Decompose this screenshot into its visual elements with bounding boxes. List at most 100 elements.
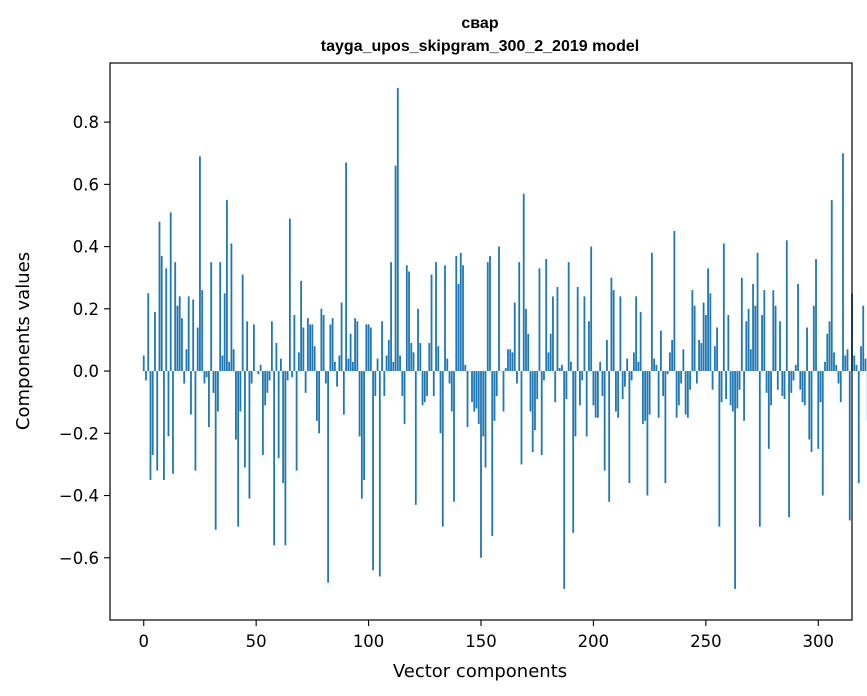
bar — [531, 371, 534, 452]
bar — [286, 371, 289, 381]
bar — [401, 371, 404, 396]
bar — [534, 371, 536, 431]
bar — [363, 371, 365, 480]
bar — [448, 371, 451, 384]
bar — [824, 361, 826, 372]
bar — [615, 371, 617, 412]
bar — [745, 321, 748, 372]
bar — [302, 327, 305, 372]
chart-title: свар — [461, 15, 498, 32]
bar — [839, 371, 842, 403]
bar — [475, 371, 478, 409]
bar — [383, 371, 386, 396]
x-tick-label: 200 — [578, 632, 610, 651]
bar — [608, 371, 611, 502]
bar — [291, 371, 294, 378]
bar — [738, 371, 741, 390]
bar — [385, 355, 388, 372]
bar — [450, 371, 453, 412]
bar — [833, 352, 835, 372]
bar — [556, 287, 559, 372]
y-tick-label: −0.6 — [59, 549, 99, 568]
y-tick-label: 0.4 — [73, 238, 99, 257]
bar — [410, 343, 413, 372]
y-tick-label: 0.2 — [73, 300, 99, 319]
bar — [693, 305, 696, 372]
x-axis-ticks: 0 50 100 150 200 250 300 — [138, 620, 834, 651]
bar — [354, 318, 356, 372]
bar — [374, 371, 377, 396]
bar — [554, 371, 557, 403]
bar — [630, 371, 633, 381]
bar — [176, 305, 179, 372]
bar — [199, 156, 201, 372]
bar — [713, 346, 716, 372]
bar — [502, 371, 505, 412]
bar — [257, 371, 260, 375]
bar — [300, 280, 303, 372]
bar — [588, 321, 590, 372]
bar — [145, 371, 147, 381]
bar — [381, 321, 383, 372]
bar — [324, 371, 327, 384]
bar — [572, 371, 575, 533]
bar — [522, 193, 525, 372]
bar — [498, 246, 500, 372]
bar — [810, 371, 813, 452]
x-tick-label: 250 — [690, 632, 722, 651]
bar — [565, 371, 568, 400]
bar — [862, 305, 865, 372]
bar — [205, 371, 208, 378]
bar — [210, 262, 213, 372]
x-tick-label: 300 — [803, 632, 835, 651]
bar — [718, 371, 721, 527]
bar — [248, 371, 251, 499]
bar — [561, 364, 563, 372]
bar — [509, 349, 512, 372]
bar — [273, 371, 276, 546]
bar — [315, 371, 318, 421]
bar — [297, 352, 300, 372]
bar — [288, 218, 291, 372]
bar — [417, 308, 419, 372]
bar — [711, 371, 714, 390]
bar — [230, 243, 233, 372]
bar — [644, 371, 647, 421]
bar — [426, 371, 428, 396]
bar — [675, 371, 678, 418]
bar — [619, 296, 622, 372]
bar — [817, 371, 820, 449]
bar — [309, 324, 312, 372]
bar — [187, 296, 190, 372]
bar — [178, 296, 181, 372]
bar — [547, 352, 550, 372]
bar — [495, 371, 498, 396]
bar — [520, 371, 523, 465]
bar — [774, 305, 777, 372]
bar — [801, 371, 804, 403]
bar — [160, 255, 163, 372]
bar — [585, 371, 588, 437]
bar — [635, 296, 638, 372]
bar — [761, 315, 763, 372]
bar — [576, 287, 579, 372]
bar — [313, 346, 316, 372]
bar — [731, 371, 734, 412]
bar — [154, 311, 156, 372]
bar — [491, 371, 494, 536]
bar — [228, 361, 231, 372]
bar — [327, 371, 329, 583]
bar — [421, 371, 424, 406]
bar — [754, 305, 757, 372]
bar — [637, 361, 640, 372]
bar — [662, 371, 665, 396]
bar — [419, 343, 422, 372]
bar — [819, 371, 822, 403]
bar — [734, 371, 736, 589]
bar — [464, 364, 467, 372]
bar — [513, 302, 516, 372]
bar — [221, 355, 224, 372]
bar — [639, 311, 642, 372]
bar — [758, 371, 761, 527]
bar — [855, 364, 858, 372]
